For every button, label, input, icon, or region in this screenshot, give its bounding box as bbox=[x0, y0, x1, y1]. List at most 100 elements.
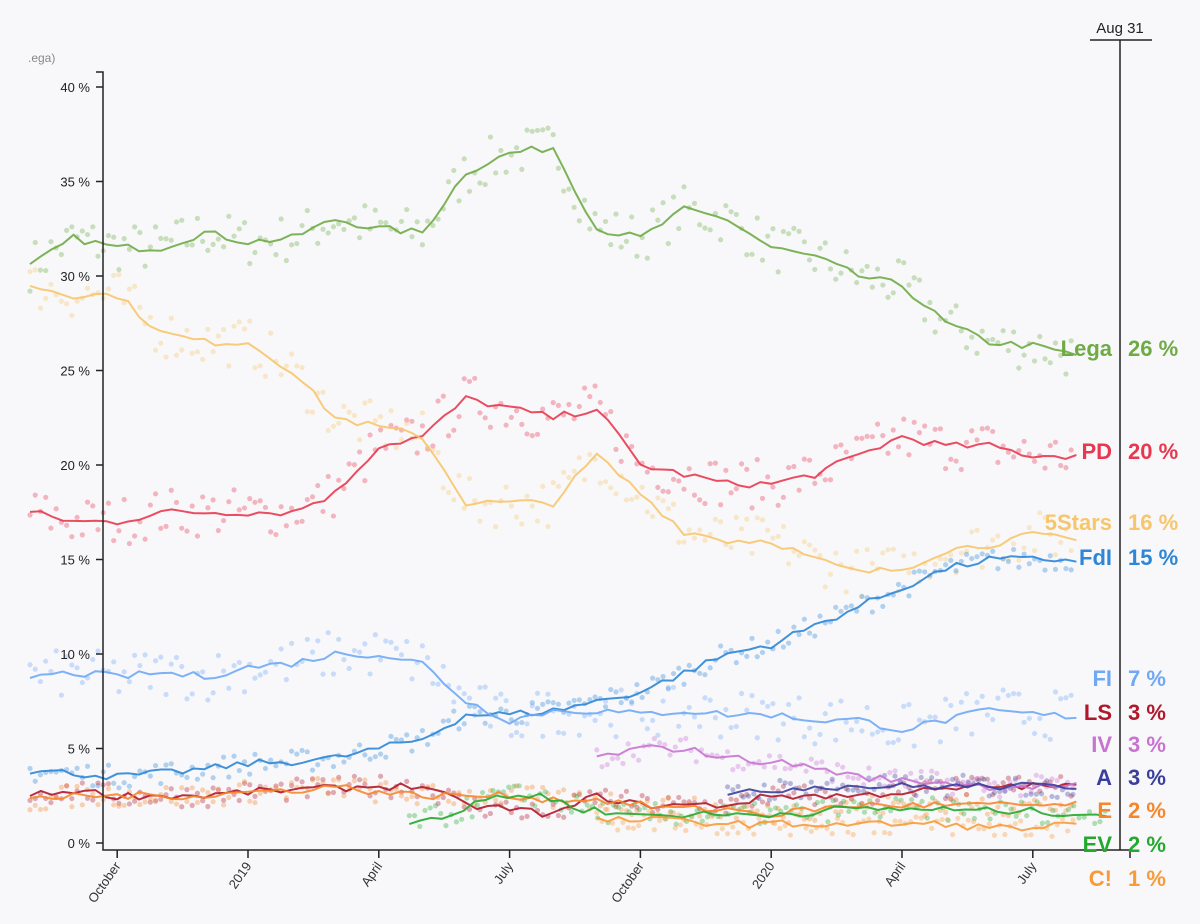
poll-dot-ev bbox=[1034, 799, 1040, 805]
poll-dot-ev bbox=[584, 802, 590, 808]
poll-dot-lega bbox=[84, 231, 91, 238]
poll-dot-fi bbox=[822, 711, 828, 717]
poll-dot-ls bbox=[294, 776, 300, 782]
poll-dot-fdi bbox=[707, 665, 713, 671]
poll-dot-ls bbox=[482, 813, 488, 819]
poll-dot-fdi bbox=[388, 733, 394, 739]
poll-dot-c bbox=[651, 827, 657, 833]
poll-dot-fi bbox=[958, 699, 964, 705]
poll-dot-pd bbox=[189, 503, 195, 509]
poll-dot-fdi bbox=[477, 709, 483, 715]
poll-dot-ev bbox=[867, 798, 873, 804]
poll-dot-fi bbox=[304, 636, 310, 642]
poll-dot-5stars bbox=[299, 364, 305, 371]
poll-dot-lega bbox=[294, 240, 300, 247]
poll-dot-lega bbox=[817, 245, 823, 251]
poll-dot-fdi bbox=[461, 721, 467, 727]
poll-dot-fdi bbox=[1052, 566, 1059, 572]
poll-dot-fdi bbox=[74, 765, 80, 771]
poll-dot-5stars bbox=[137, 304, 143, 310]
poll-dot-ls bbox=[1005, 775, 1011, 781]
poll-dot-e bbox=[325, 791, 331, 797]
poll-dot-lega bbox=[953, 303, 959, 309]
poll-dot-c bbox=[756, 815, 762, 821]
poll-dot-fdi bbox=[294, 751, 300, 757]
poll-dot-c bbox=[1017, 818, 1024, 824]
poll-dot-e bbox=[890, 800, 896, 806]
poll-dot-lega bbox=[969, 334, 975, 340]
poll-dot-fdi bbox=[90, 783, 96, 789]
poll-dot-ev bbox=[568, 809, 575, 815]
poll-dot-fi bbox=[336, 636, 342, 642]
poll-dot-iv bbox=[609, 756, 616, 762]
poll-dot-fi bbox=[639, 716, 645, 723]
poll-dot-fdi bbox=[315, 762, 321, 768]
poll-dot-pd bbox=[336, 477, 342, 483]
poll-dot-fdi bbox=[304, 749, 310, 755]
poll-dot-lega bbox=[629, 214, 635, 220]
poll-dot-e bbox=[895, 799, 902, 805]
poll-dot-lega bbox=[880, 282, 886, 288]
poll-dot-e bbox=[1042, 795, 1048, 801]
poll-dot-fi bbox=[383, 638, 389, 644]
poll-dot-lega bbox=[466, 188, 473, 194]
poll-dot-fi bbox=[838, 698, 844, 704]
poll-dot-5stars bbox=[754, 515, 760, 521]
poll-dot-fdi bbox=[780, 644, 787, 650]
poll-dot-fi bbox=[351, 647, 357, 654]
poll-dot-5stars bbox=[210, 349, 216, 355]
poll-dot-lega bbox=[806, 257, 813, 263]
poll-dot-c bbox=[625, 825, 631, 831]
poll-dot-pd bbox=[906, 452, 912, 458]
poll-dot-pd bbox=[404, 417, 410, 423]
poll-dot-fdi bbox=[513, 720, 520, 726]
poll-dot-lega bbox=[116, 266, 122, 273]
poll-dot-5stars bbox=[911, 551, 917, 557]
poll-dot-5stars bbox=[561, 469, 567, 475]
poll-dot-lega bbox=[707, 227, 713, 233]
poll-dot-lega bbox=[561, 188, 567, 194]
poll-dot-5stars bbox=[744, 516, 750, 522]
poll-dot-pd bbox=[508, 414, 514, 420]
poll-dot-c bbox=[866, 816, 872, 822]
poll-dot-5stars bbox=[419, 410, 425, 416]
poll-dot-5stars bbox=[969, 529, 975, 535]
poll-dot-pd bbox=[629, 443, 635, 450]
poll-dot-fdi bbox=[194, 776, 201, 782]
poll-dot-pd bbox=[409, 418, 415, 424]
poll-dot-pd bbox=[377, 427, 384, 433]
poll-dot-5stars bbox=[1068, 547, 1074, 554]
poll-dot-5stars bbox=[121, 300, 127, 306]
poll-dot-fdi bbox=[718, 643, 724, 649]
poll-dot-e bbox=[64, 783, 70, 789]
poll-dot-pd bbox=[357, 449, 363, 455]
poll-dot-lega bbox=[1058, 352, 1064, 359]
poll-dot-pd bbox=[111, 537, 117, 544]
poll-dot-ev bbox=[490, 787, 496, 794]
poll-dot-lega bbox=[126, 246, 133, 252]
poll-dot-fi bbox=[629, 700, 635, 707]
poll-dot-a bbox=[892, 773, 898, 779]
poll-dot-fdi bbox=[775, 628, 781, 634]
poll-dot-lega bbox=[786, 231, 792, 237]
poll-dot-ev bbox=[417, 823, 423, 830]
poll-dot-iv bbox=[934, 770, 940, 776]
poll-dot-iv bbox=[766, 753, 773, 759]
poll-dot-fdi bbox=[791, 624, 797, 630]
poll-dot-e bbox=[37, 806, 44, 813]
poll-dot-pd bbox=[519, 421, 525, 427]
poll-dot-e bbox=[451, 801, 457, 807]
x-tick-label: 2019 bbox=[226, 859, 255, 891]
poll-dot-e bbox=[1031, 797, 1038, 803]
poll-dot-ls bbox=[503, 799, 509, 805]
poll-dot-fdi bbox=[247, 771, 253, 777]
poll-dot-pd bbox=[163, 523, 169, 529]
poll-dot-iv bbox=[677, 737, 684, 743]
poll-dot-lega bbox=[179, 217, 185, 223]
poll-dot-a bbox=[918, 774, 924, 781]
poll-dot-lega bbox=[508, 152, 514, 158]
poll-dot-iv bbox=[944, 777, 950, 783]
poll-dot-ev bbox=[459, 816, 465, 822]
poll-dot-lega bbox=[1021, 352, 1027, 358]
poll-dot-ls bbox=[336, 774, 342, 780]
